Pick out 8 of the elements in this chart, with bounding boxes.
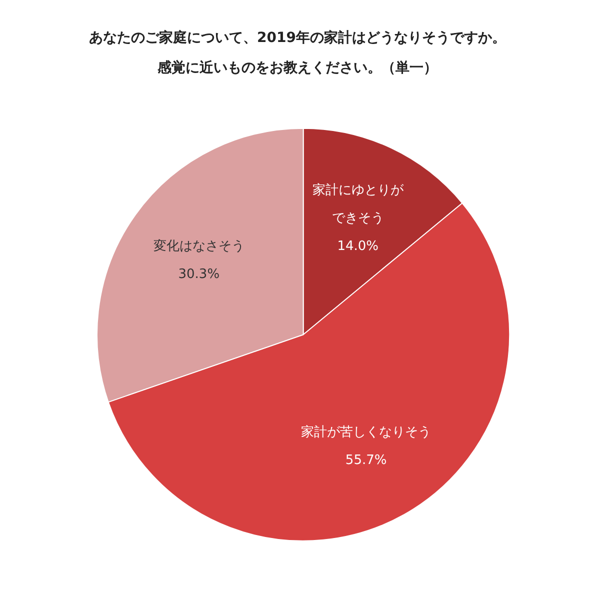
chart-title: あなたのご家庭について、2019年の家計はどうなりそうですか。 [89,29,506,46]
data-label: 30.3% [178,266,220,282]
slice-label: 家計にゆとりができそう [312,182,404,226]
data-label: 14.0% [337,239,379,254]
data-label: 55.7% [345,452,387,468]
slice-label: 家計が苦しくなりそう [301,424,432,440]
chart-subtitle: 感覚に近いものをお教えください。（単一） [156,59,438,76]
slice-label: 変化はなさそう [153,238,244,254]
